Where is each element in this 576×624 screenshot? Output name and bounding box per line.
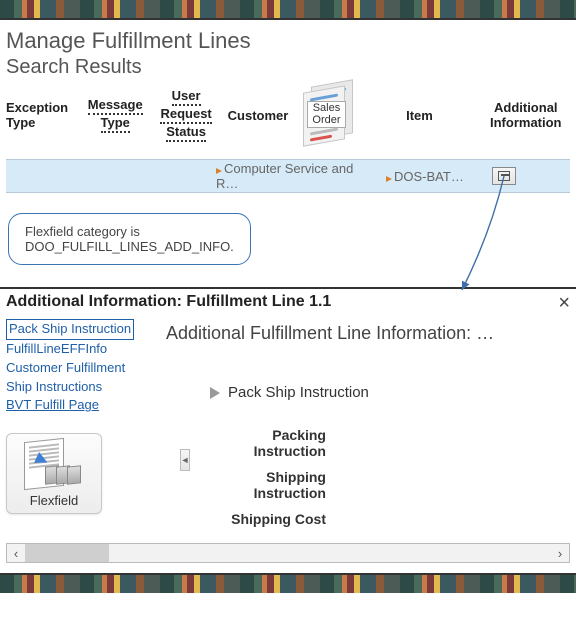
flexfield-icon-card: Flexfield xyxy=(6,433,102,514)
col-customer[interactable]: Customer xyxy=(225,108,292,123)
col-sales-order[interactable]: Sales Order xyxy=(299,85,357,145)
link-fulfillline-eff-info[interactable]: FulfillLineEFFInfo xyxy=(6,340,152,359)
expand-icon xyxy=(210,387,220,399)
col-message-type[interactable]: Message Type xyxy=(83,97,148,133)
right-title: Additional Fulfillment Line Information:… xyxy=(166,323,570,344)
right-column: Additional Fulfillment Line Information:… xyxy=(166,319,570,537)
horizontal-scrollbar[interactable]: ‹ › xyxy=(6,543,570,563)
sales-order-icon: Sales Order xyxy=(299,79,357,145)
scroll-thumb[interactable] xyxy=(25,544,109,562)
table-row[interactable]: Computer Service and R… DOS-BAT… xyxy=(6,159,570,193)
dialog-title: Additional Information: Fulfillment Line… xyxy=(6,293,331,310)
col-item[interactable]: Item xyxy=(365,108,473,123)
sales-order-label: Sales Order xyxy=(307,101,345,128)
left-column: Pack Ship Instruction FulfillLineEFFInfo… xyxy=(6,319,152,537)
detail-icon xyxy=(498,171,510,181)
scroll-right-icon[interactable]: › xyxy=(551,544,569,562)
decorative-band-bottom xyxy=(0,575,576,593)
flexfield-caption: Flexfield xyxy=(7,492,101,511)
callout-line1: Flexfield category is xyxy=(25,224,234,239)
label-shipping-cost: Shipping Cost xyxy=(216,511,326,527)
label-packing-instruction: Packing Instruction xyxy=(216,427,326,459)
col-additional-information[interactable]: Additional Information xyxy=(482,100,570,130)
callout-wrap: Flexfield category is DOO_FULFILL_LINES_… xyxy=(8,213,576,265)
decorative-band-top xyxy=(0,0,576,18)
field-labels: Packing Instruction Shipping Instruction… xyxy=(166,427,570,527)
column-header-row: Exception Type Message Type User Request… xyxy=(6,85,570,145)
flexfield-icon xyxy=(18,440,90,492)
dialog-title-row: Additional Information: Fulfillment Line… xyxy=(0,289,576,319)
scroll-track[interactable] xyxy=(25,544,551,562)
link-bvt-fulfill-page[interactable]: BVT Fulfill Page xyxy=(6,396,152,415)
expander-pack-ship[interactable]: Pack Ship Instruction xyxy=(166,384,570,401)
link-pack-ship-instruction[interactable]: Pack Ship Instruction xyxy=(6,319,134,340)
cell-item: DOS-BAT… xyxy=(386,169,466,184)
page-subtitle: Search Results xyxy=(6,56,570,79)
expander-label: Pack Ship Instruction xyxy=(228,384,369,401)
link-ship-instructions[interactable]: Ship Instructions xyxy=(6,378,152,397)
scroll-left-icon[interactable]: ‹ xyxy=(7,544,25,562)
page-title: Manage Fulfillment Lines xyxy=(6,28,570,54)
link-customer-fulfillment[interactable]: Customer Fulfillment xyxy=(6,359,152,378)
col-user-request-status[interactable]: User Request Status xyxy=(156,88,217,142)
callout-line2: DOO_FULFILL_LINES_ADD_INFO. xyxy=(25,239,234,254)
callout-bubble: Flexfield category is DOO_FULFILL_LINES_… xyxy=(8,213,251,265)
label-shipping-instruction: Shipping Instruction xyxy=(216,469,326,501)
additional-info-button[interactable] xyxy=(492,167,516,185)
search-pane: Manage Fulfillment Lines Search Results … xyxy=(0,20,576,199)
col-exception-type[interactable]: Exception Type xyxy=(6,100,75,130)
cell-customer: Computer Service and R… xyxy=(216,161,376,191)
detail-pane: Pack Ship Instruction FulfillLineEFFInfo… xyxy=(0,319,576,537)
triangle-icon xyxy=(386,176,392,182)
triangle-icon xyxy=(216,168,222,174)
collapse-handle[interactable]: ◄ xyxy=(180,449,190,471)
close-icon[interactable]: × xyxy=(558,293,570,313)
